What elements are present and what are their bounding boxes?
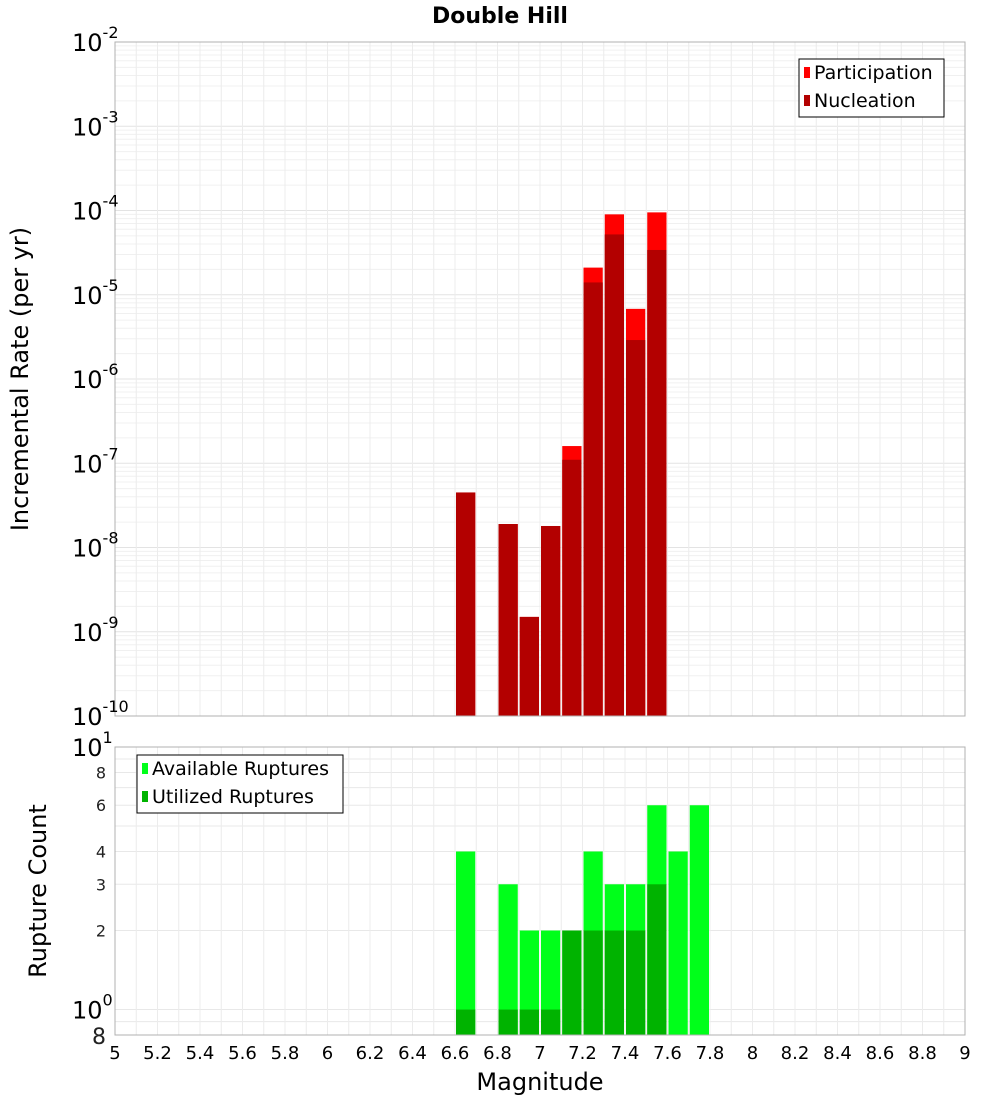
rate-plot-frame [114, 41, 966, 717]
x-tick-label: 6.6 [441, 1043, 470, 1064]
x-tick-label: 8.2 [781, 1043, 810, 1064]
count-legend-label: Available Ruptures [152, 758, 329, 780]
rate-gridlines [114, 42, 966, 717]
count-bar-available-ruptures [498, 884, 518, 1035]
x-tick-label: 5.2 [143, 1043, 172, 1064]
rate-bar-nucleation [562, 459, 582, 716]
rate-bars [456, 212, 667, 717]
rate-y-tick-label: 10-3 [72, 107, 119, 141]
count-y-minor-tick-label: 6 [96, 796, 106, 815]
rate-legend-label: Participation [814, 62, 933, 84]
count-bar-utilized-ruptures [626, 930, 646, 1035]
count-y-axis-label: Rupture Count [24, 804, 52, 978]
rate-y-tick-label: 10-9 [72, 613, 119, 647]
x-tick-label: 5.8 [271, 1043, 300, 1064]
count-y-minor-tick-label: 2 [96, 922, 106, 941]
rate-y-tick-label: 10-5 [72, 276, 119, 310]
count-plot-frame [114, 746, 966, 1036]
count-bar-available-ruptures [541, 930, 561, 1035]
x-tick-label: 8.6 [866, 1043, 895, 1064]
count-legend-swatch [142, 763, 148, 774]
rate-bar-nucleation [519, 616, 539, 716]
x-tick-label: 5.4 [186, 1043, 215, 1064]
rate-bar-nucleation [456, 492, 476, 716]
count-y-major-tick-label: 101 [72, 728, 113, 762]
count-bar-available-ruptures [668, 851, 688, 1035]
rate-legend-label: Nucleation [814, 90, 916, 112]
rate-y-tick-label: 10-8 [72, 529, 119, 563]
count-y-minor-tick-label: 8 [92, 1025, 106, 1050]
x-ticks: 5 5.2 5.4 5.6 5.8 6 6.2 6.4 6.6 6.8 7 7.2 7.4 7.6 7.8 8… [109, 1043, 970, 1064]
count-y-major-tick-label: 100 [72, 991, 113, 1025]
x-tick-label: 8 [747, 1043, 758, 1064]
count-bar-available-ruptures [689, 805, 709, 1035]
count-y-minor-tick-label: 3 [96, 875, 106, 894]
count-bars [456, 805, 709, 1035]
x-tick-label: 5 [109, 1043, 120, 1064]
x-tick-label: 7.8 [696, 1043, 725, 1064]
rate-y-ticks: 10-10 10-9 10-8 10-7 10-6 10-5 10-4 10-3 10-2 [72, 23, 129, 731]
rate-y-tick-label: 10-4 [72, 192, 119, 226]
count-y-minor-tick-label: 4 [96, 842, 106, 861]
x-tick-label: 6.8 [483, 1043, 512, 1064]
count-bar-available-ruptures [519, 930, 539, 1035]
count-bar-utilized-ruptures [519, 1009, 539, 1035]
count-bar-utilized-ruptures [498, 1009, 518, 1035]
rate-legend-swatch [804, 67, 810, 78]
top-chart-title: Double Hill [432, 4, 568, 29]
x-tick-label: 7.2 [568, 1043, 597, 1064]
rate-chart: 10-10 10-9 10-8 10-7 10-6 10-5 10-4 10-3 10-2 In… [6, 23, 966, 731]
x-tick-label: 5.6 [228, 1043, 257, 1064]
x-tick-label: 8.8 [908, 1043, 937, 1064]
count-bar-utilized-ruptures [647, 884, 667, 1035]
x-tick-label: 6 [322, 1043, 333, 1064]
count-bar-utilized-ruptures [562, 930, 582, 1035]
x-axis-label: Magnitude [476, 1068, 603, 1096]
rate-bar-nucleation [541, 525, 561, 716]
x-tick-label: 7 [534, 1043, 545, 1064]
rate-bar-nucleation [498, 524, 518, 716]
rate-bar-nucleation [583, 282, 603, 716]
count-legend-swatch [142, 791, 148, 802]
rate-y-tick-label: 10-2 [72, 23, 119, 57]
count-bar-utilized-ruptures [604, 930, 624, 1035]
rate-bar-nucleation [626, 340, 646, 716]
count-bar-utilized-ruptures [583, 930, 603, 1035]
count-legend-label: Utilized Ruptures [152, 786, 314, 808]
rate-bar-nucleation [647, 249, 667, 716]
rate-y-tick-label: 10-10 [72, 697, 129, 731]
count-y-minor-tick-label: 8 [96, 763, 106, 782]
x-tick-label: 7.4 [611, 1043, 640, 1064]
x-tick-label: 6.2 [356, 1043, 385, 1064]
count-bar-utilized-ruptures [541, 1009, 561, 1035]
rate-legend-swatch [804, 95, 810, 106]
rate-bar-nucleation [604, 234, 624, 717]
rate-y-axis-label: Incremental Rate (per yr) [6, 227, 34, 531]
count-legend-box [136, 754, 344, 814]
count-bar-available-ruptures [456, 851, 476, 1035]
rate-y-tick-label: 10-7 [72, 444, 119, 478]
x-tick-label: 8.4 [823, 1043, 852, 1064]
x-tick-label: 7.6 [653, 1043, 682, 1064]
count-bar-utilized-ruptures [456, 1009, 476, 1035]
x-tick-label: 9 [959, 1043, 970, 1064]
rate-legend-box [798, 58, 945, 118]
rate-legend: Participation Nucleation [798, 58, 945, 118]
rate-y-tick-label: 10-6 [72, 360, 119, 394]
count-legend: Available Ruptures Utilized Ruptures [136, 754, 344, 814]
x-tick-label: 6.4 [398, 1043, 427, 1064]
